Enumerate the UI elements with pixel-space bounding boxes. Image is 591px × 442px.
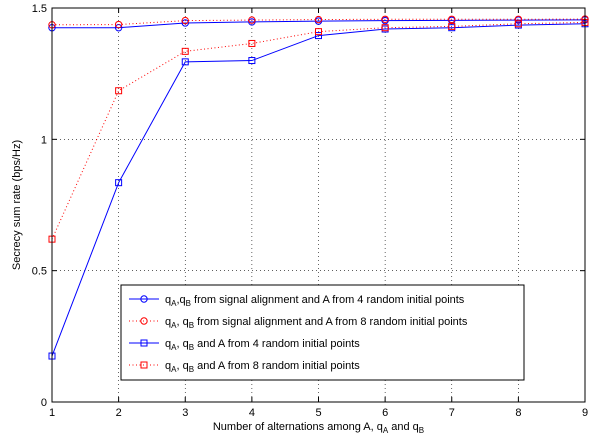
- tick-labels: 1 2 3 4 5 6 7 8 9 0 0.5 1 1.5: [32, 3, 588, 419]
- legend-subscript: B: [189, 321, 194, 330]
- series-3-point: [315, 32, 322, 40]
- x-axis-label: Number of alternations among A, qA and q…: [213, 421, 424, 435]
- x-tick-label: 5: [315, 407, 321, 419]
- x-tick-label: 6: [382, 407, 388, 419]
- legend-subscript: B: [186, 299, 191, 308]
- series-4-line: [51, 21, 586, 240]
- axis-ticks: [51, 7, 586, 403]
- legend-text-part: q: [165, 338, 171, 350]
- series-4-point: [448, 22, 456, 30]
- legend-text-part: q: [165, 360, 171, 372]
- legend-text-part: q: [165, 294, 171, 306]
- legend-subscript: A: [171, 365, 177, 374]
- x-tick-label: 9: [582, 407, 588, 419]
- legend-subscript: A: [171, 299, 177, 308]
- legend-swatch-marker: [140, 295, 148, 303]
- series-4-point: [381, 24, 389, 32]
- series-4-point: [315, 28, 322, 36]
- series-3-point: [181, 58, 189, 66]
- legend: qA,qB from signal alignment and A from 4…: [120, 284, 525, 381]
- x-tick-label: 2: [116, 407, 122, 419]
- series-4-point: [248, 39, 256, 47]
- legend-text-part: , q: [176, 338, 188, 350]
- series-3-point: [115, 179, 123, 187]
- legend-text-part: , q: [176, 316, 188, 328]
- series-2-point: [314, 15, 323, 24]
- series-2-point: [114, 20, 123, 29]
- legend-text-part: , q: [176, 360, 188, 372]
- series-3-line: [51, 23, 586, 357]
- legend-subscript: A: [171, 321, 177, 330]
- legend-text-part: and A from 4 random initial points: [194, 338, 360, 350]
- legend-text-part: from signal alignment and A from 8 rando…: [194, 316, 468, 328]
- series-2-point: [381, 15, 389, 23]
- series-2-point: [448, 15, 456, 23]
- legend-text-part: ,q: [176, 294, 185, 306]
- legend-subscript: A: [171, 343, 177, 352]
- y-tick-label: 1: [41, 134, 47, 146]
- series-2-line: [51, 18, 586, 26]
- x-tick-label: 1: [49, 407, 55, 419]
- legend-text-part: from signal alignment and A from 4 rando…: [191, 294, 465, 306]
- series-1-line: [52, 19, 586, 29]
- series-1-point: [181, 19, 189, 27]
- x-axis-label-sub: A: [383, 426, 389, 435]
- y-tick-label: 0.5: [32, 266, 47, 278]
- x-tick-label: 4: [249, 407, 255, 419]
- x-tick-label: 8: [515, 407, 521, 419]
- legend-text-part: and A from 8 random initial points: [194, 360, 360, 372]
- legend-entry-2: qA, qB from signal alignment and A from …: [165, 316, 468, 330]
- series-4-point: [115, 87, 123, 95]
- legend-swatch-marker: [140, 317, 148, 325]
- x-tick-label: 7: [449, 407, 455, 419]
- x-axis-label-part: and q: [388, 421, 419, 433]
- legend-text-part: q: [165, 316, 171, 328]
- legend-entry-3: qA, qB and A from 4 random initial point…: [165, 338, 360, 352]
- series-2-point: [181, 16, 189, 25]
- legend-subscript: B: [189, 343, 194, 352]
- series-4-point: [514, 20, 522, 28]
- legend-entry-1: qA,qB from signal alignment and A from 4…: [165, 294, 465, 308]
- y-tick-label: 0: [41, 397, 47, 409]
- legend-subscript: B: [189, 365, 194, 374]
- legend-swatch-marker: [140, 339, 148, 347]
- legend-entry-4: qA, qB and A from 8 random initial point…: [165, 360, 360, 374]
- y-tick-label: 1.5: [32, 3, 47, 15]
- y-axis-label: Secrecy sum rate (bps/Hz): [11, 140, 23, 270]
- legend-box: [120, 284, 525, 381]
- series-layer: [48, 15, 589, 360]
- legend-swatch-marker: [140, 361, 148, 369]
- x-axis-label-sub: B: [419, 426, 424, 435]
- series-3-point: [248, 57, 256, 65]
- series-4-point: [181, 47, 189, 55]
- x-tick-label: 3: [182, 407, 188, 419]
- series-2-point: [248, 16, 256, 24]
- x-axis-label-part: Number of alternations among A, q: [213, 421, 383, 433]
